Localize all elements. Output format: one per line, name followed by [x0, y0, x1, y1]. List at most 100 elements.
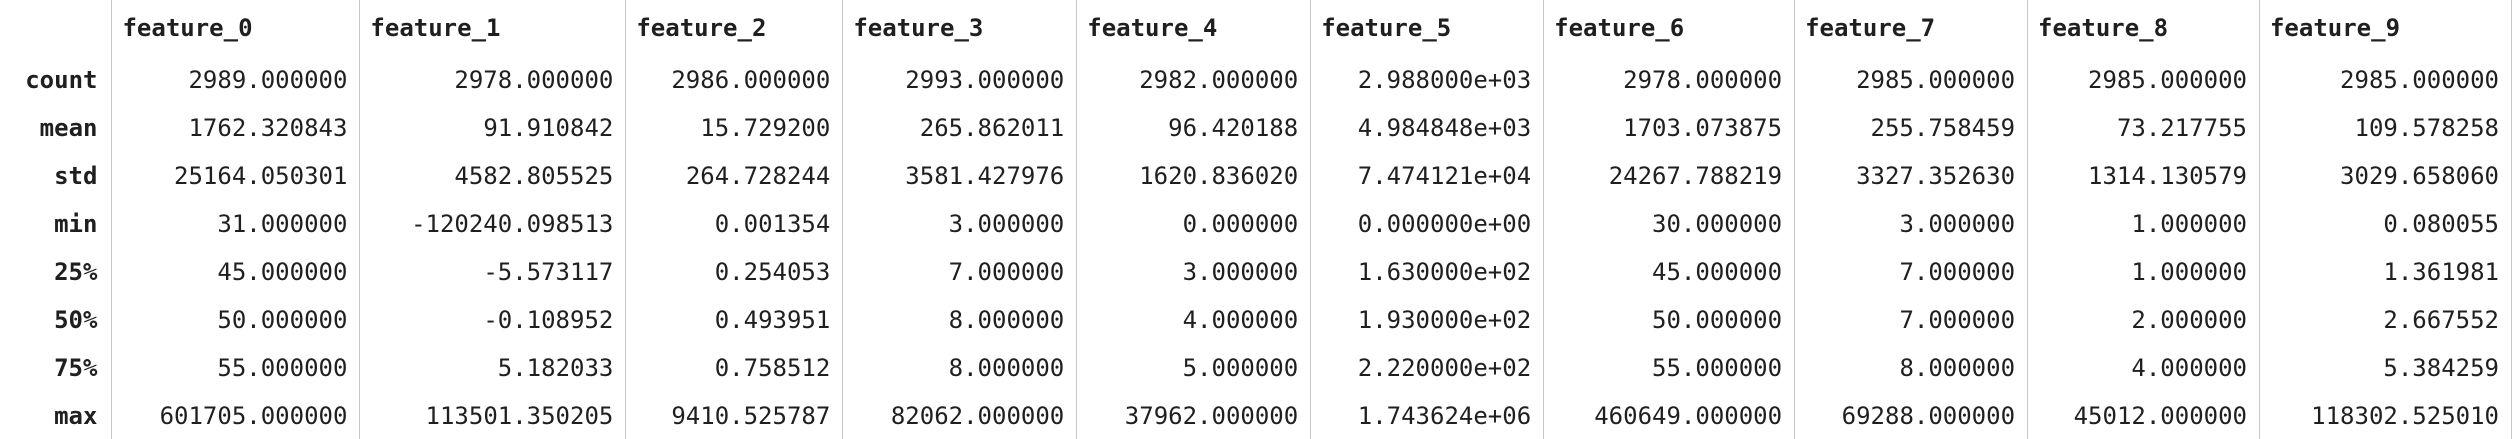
table-cell: 255.758459: [1794, 104, 2029, 152]
table-cell: 109.578258: [2259, 104, 2512, 152]
table-cell: 0.000000e+00: [1310, 200, 1545, 248]
table-cell: 4.984848e+03: [1310, 104, 1545, 152]
table-cell: 50.000000: [1543, 296, 1796, 344]
column-header: feature_6: [1543, 0, 1796, 56]
table-cell: 73.217755: [2027, 104, 2260, 152]
table-cell: 2982.000000: [1076, 56, 1312, 104]
table-cell: 7.000000: [842, 248, 1078, 296]
index-header: [0, 0, 113, 56]
table-cell: -0.108952: [359, 296, 627, 344]
table-cell: 2978.000000: [359, 56, 627, 104]
column-header: feature_9: [2259, 0, 2512, 56]
table-cell: 3.000000: [842, 200, 1078, 248]
column-header: feature_2: [625, 0, 844, 56]
table-cell: 45012.000000: [2027, 392, 2260, 439]
table-cell: 7.474121e+04: [1310, 152, 1545, 200]
table-cell: 2.000000: [2027, 296, 2260, 344]
column-header: feature_8: [2027, 0, 2260, 56]
table-cell: 118302.525010: [2259, 392, 2512, 439]
column-header: feature_5: [1310, 0, 1545, 56]
table-cell: 1703.073875: [1543, 104, 1796, 152]
row-label: 75%: [0, 344, 113, 392]
row-label: count: [0, 56, 113, 104]
table-row: 75% 55.000000 5.182033 0.758512 8.000000…: [0, 344, 2512, 392]
table-cell: 113501.350205: [359, 392, 627, 439]
table-row: 50% 50.000000 -0.108952 0.493951 8.00000…: [0, 296, 2512, 344]
row-label: min: [0, 200, 113, 248]
table-cell: 8.000000: [1794, 344, 2029, 392]
table-cell: 1762.320843: [111, 104, 361, 152]
table-cell: 9410.525787: [625, 392, 844, 439]
table-row: 25% 45.000000 -5.573117 0.254053 7.00000…: [0, 248, 2512, 296]
table-cell: 24267.788219: [1543, 152, 1796, 200]
table-cell: 45.000000: [111, 248, 361, 296]
table-row: mean 1762.320843 91.910842 15.729200 265…: [0, 104, 2512, 152]
table-cell: 7.000000: [1794, 248, 2029, 296]
row-label: std: [0, 152, 113, 200]
table-row: min 31.000000 -120240.098513 0.001354 3.…: [0, 200, 2512, 248]
table-cell: 601705.000000: [111, 392, 361, 439]
table-cell: 5.384259: [2259, 344, 2512, 392]
table-cell: 1.630000e+02: [1310, 248, 1545, 296]
table-cell: 0.080055: [2259, 200, 2512, 248]
table-cell: 37962.000000: [1076, 392, 1312, 439]
column-header: feature_7: [1794, 0, 2029, 56]
table-cell: 2985.000000: [2027, 56, 2260, 104]
table-cell: 45.000000: [1543, 248, 1796, 296]
table-cell: 5.182033: [359, 344, 627, 392]
table-cell: 1620.836020: [1076, 152, 1312, 200]
row-label: mean: [0, 104, 113, 152]
table-cell: 0.493951: [625, 296, 844, 344]
table-cell: 3.000000: [1794, 200, 2029, 248]
table-cell: 2993.000000: [842, 56, 1078, 104]
table-cell: 2989.000000: [111, 56, 361, 104]
table-cell: 0.254053: [625, 248, 844, 296]
table-cell: 1.000000: [2027, 200, 2260, 248]
column-header: feature_4: [1076, 0, 1312, 56]
table-cell: 0.000000: [1076, 200, 1312, 248]
table-cell: 1.930000e+02: [1310, 296, 1545, 344]
table-cell: 8.000000: [842, 296, 1078, 344]
table-cell: 2986.000000: [625, 56, 844, 104]
table-cell: 3.000000: [1076, 248, 1312, 296]
table-cell: 264.728244: [625, 152, 844, 200]
table-cell: 3581.427976: [842, 152, 1078, 200]
table-row: max 601705.000000 113501.350205 9410.525…: [0, 392, 2512, 439]
table-cell: 2.220000e+02: [1310, 344, 1545, 392]
table-cell: 25164.050301: [111, 152, 361, 200]
table-cell: 96.420188: [1076, 104, 1312, 152]
table-cell: 1.361981: [2259, 248, 2512, 296]
table-cell: 91.910842: [359, 104, 627, 152]
table-cell: 265.862011: [842, 104, 1078, 152]
table-cell: 0.001354: [625, 200, 844, 248]
table-cell: 50.000000: [111, 296, 361, 344]
table-cell: 3029.658060: [2259, 152, 2512, 200]
row-label: max: [0, 392, 113, 439]
column-header: feature_0: [111, 0, 361, 56]
table-cell: 460649.000000: [1543, 392, 1796, 439]
table-cell: 4.000000: [2027, 344, 2260, 392]
table-cell: 0.758512: [625, 344, 844, 392]
table-cell: 2.667552: [2259, 296, 2512, 344]
table-cell: 8.000000: [842, 344, 1078, 392]
table-cell: 5.000000: [1076, 344, 1312, 392]
row-label: 25%: [0, 248, 113, 296]
table-row: std 25164.050301 4582.805525 264.728244 …: [0, 152, 2512, 200]
table-cell: 55.000000: [1543, 344, 1796, 392]
table-cell: -5.573117: [359, 248, 627, 296]
table-cell: 31.000000: [111, 200, 361, 248]
header-row: feature_0 feature_1 feature_2 feature_3 …: [0, 0, 2512, 56]
table-cell: 3327.352630: [1794, 152, 2029, 200]
table-cell: 69288.000000: [1794, 392, 2029, 439]
table-cell: 1314.130579: [2027, 152, 2260, 200]
table-cell: 1.000000: [2027, 248, 2260, 296]
table-cell: -120240.098513: [359, 200, 627, 248]
table-cell: 82062.000000: [842, 392, 1078, 439]
table-row: count 2989.000000 2978.000000 2986.00000…: [0, 56, 2512, 104]
table-cell: 2.988000e+03: [1310, 56, 1545, 104]
table-cell: 30.000000: [1543, 200, 1796, 248]
table-cell: 4582.805525: [359, 152, 627, 200]
table-cell: 15.729200: [625, 104, 844, 152]
